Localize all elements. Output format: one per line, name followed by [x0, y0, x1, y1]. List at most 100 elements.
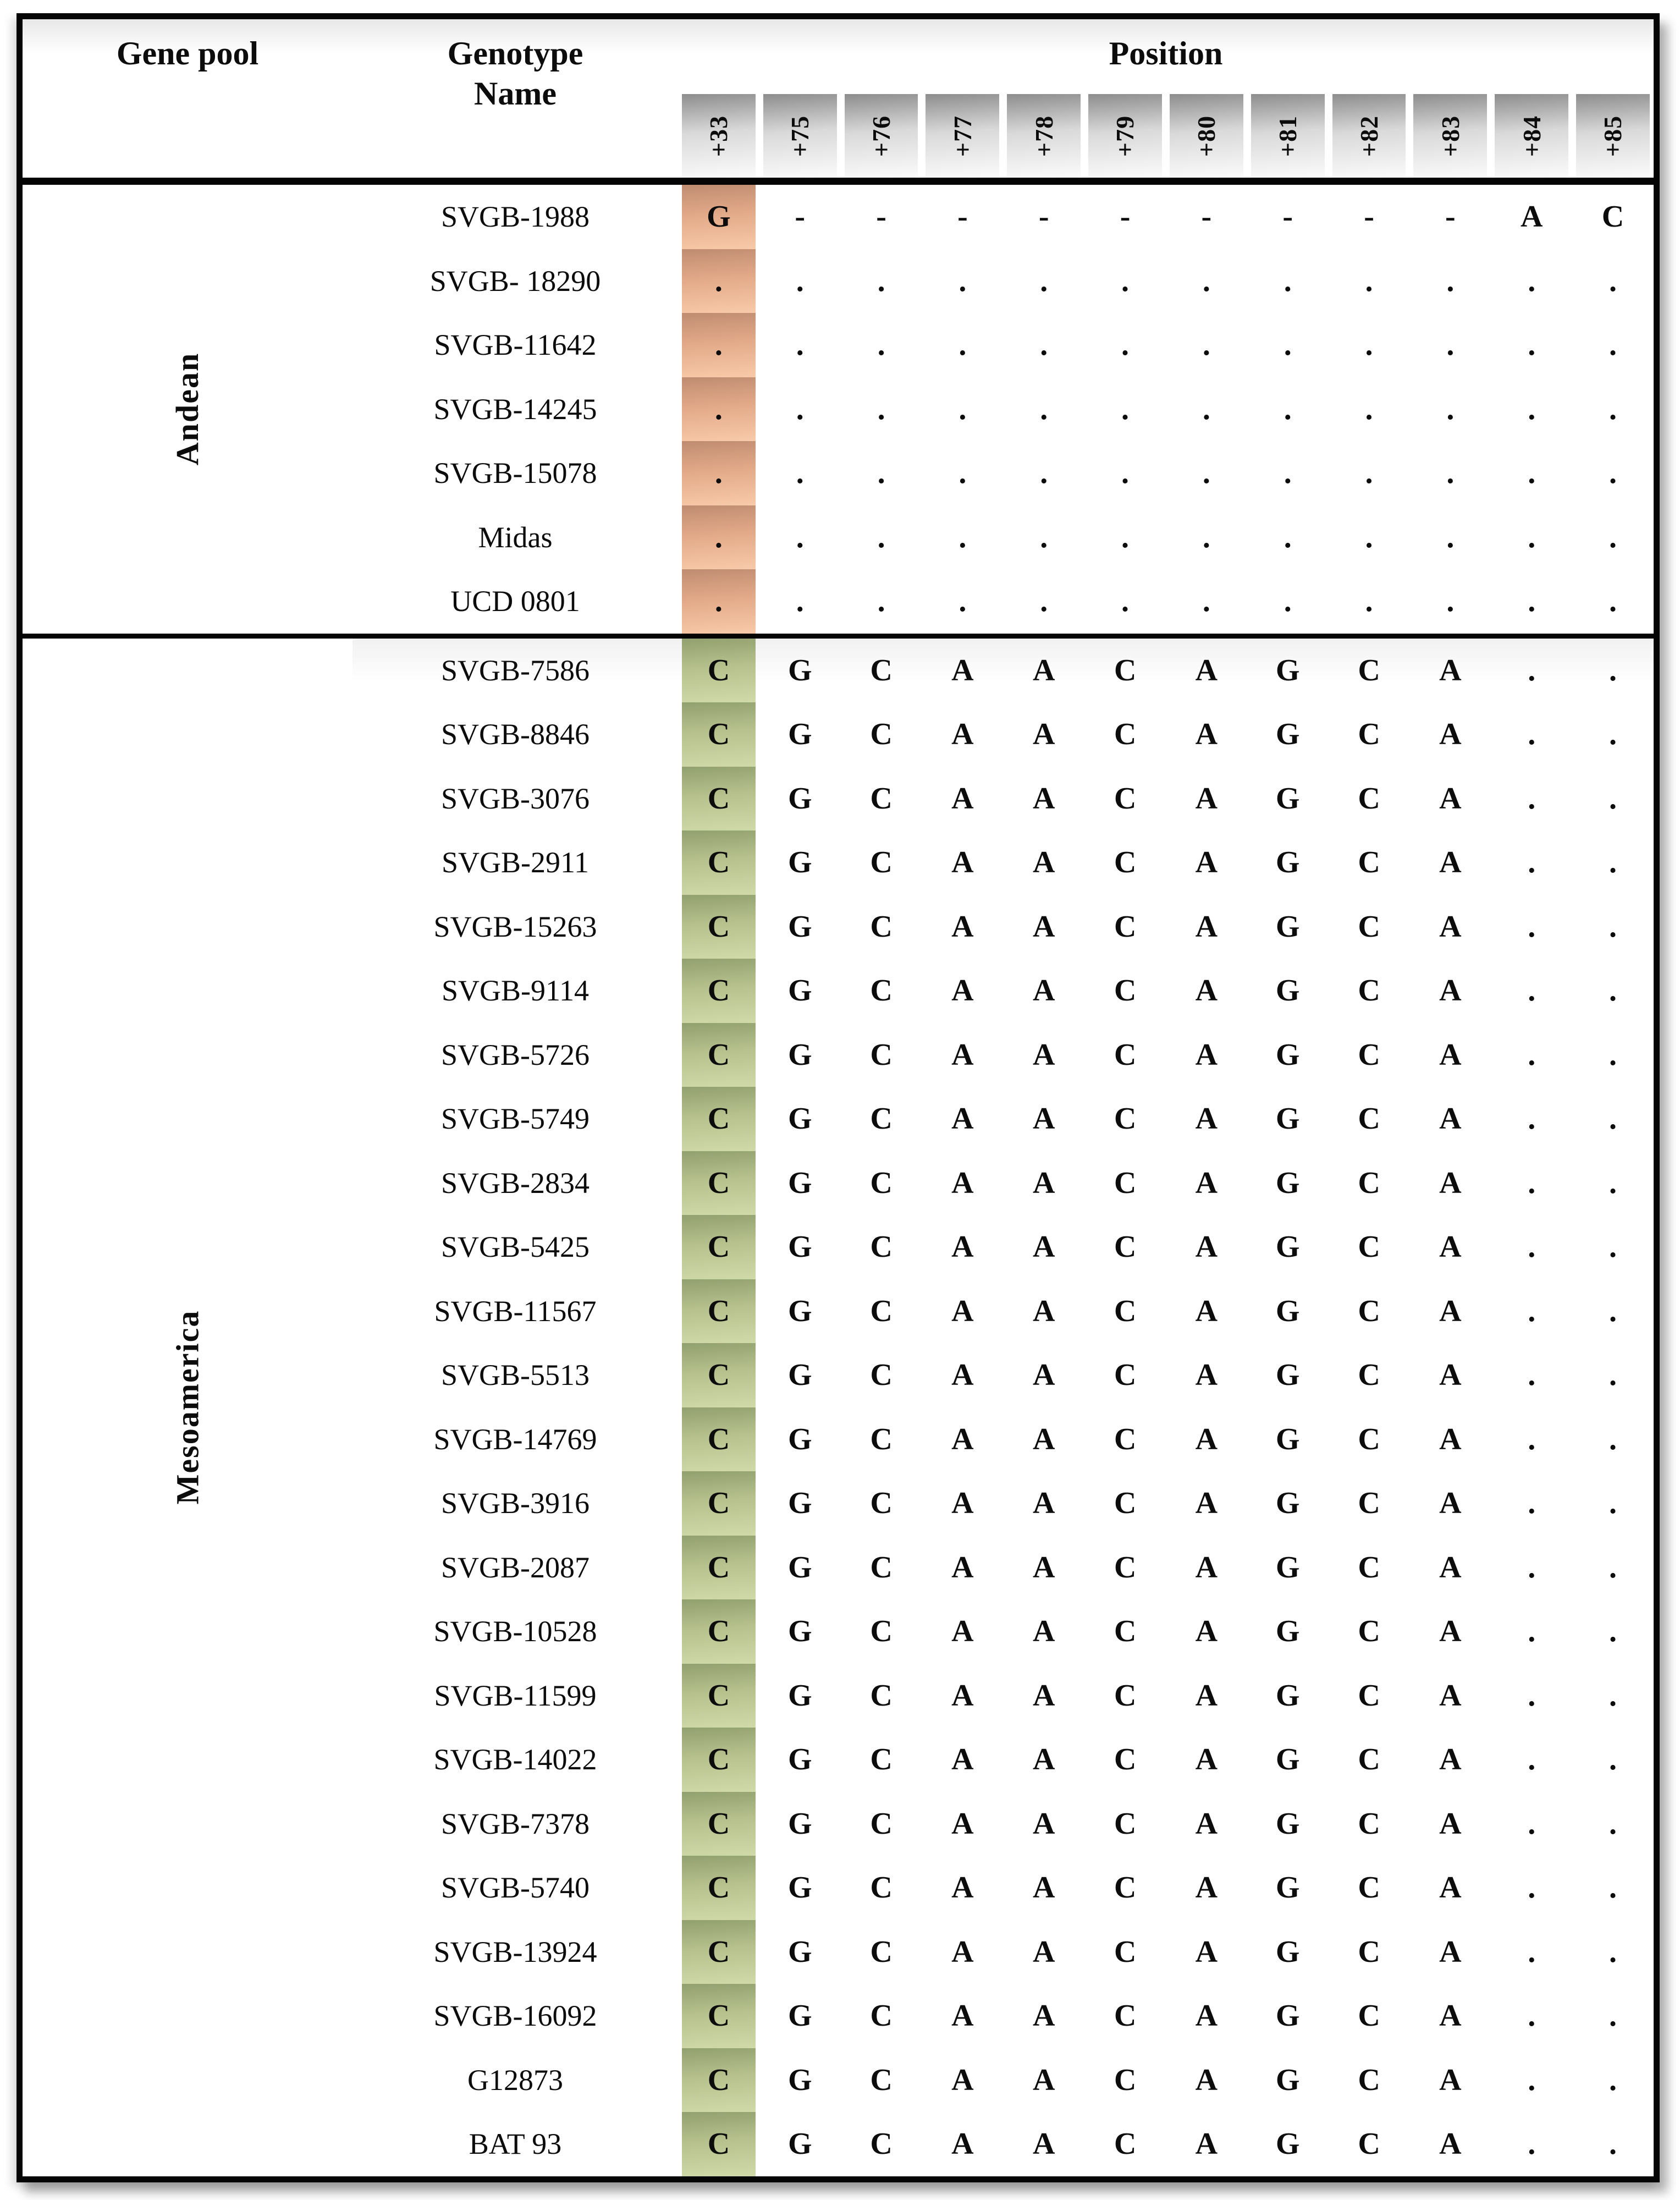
allele-text: - [1120, 200, 1131, 234]
allele-cell-plus75: G [759, 1407, 841, 1472]
allele-cell-plus83: A [1409, 1087, 1491, 1151]
allele-cell-plus80: A [1166, 1343, 1247, 1407]
allele-cell-plus84: . [1491, 1279, 1572, 1344]
allele-text: C [707, 2062, 730, 2097]
allele-cell-plus78: A [1003, 1215, 1084, 1279]
position-label-chip: +76 [844, 94, 918, 178]
allele-cell-plus78: . [1003, 313, 1084, 377]
allele-cell-plus82: C [1329, 1664, 1410, 1728]
table-row: Midas............ [352, 505, 1654, 570]
genotype-name-cell: SVGB-11599 [352, 1664, 678, 1728]
allele-text: G [1275, 653, 1300, 688]
genotype-name-cell: SVGB-9114 [352, 959, 678, 1023]
allele-text: C [1114, 1294, 1137, 1328]
genotype-name-cell: SVGB-1988 [352, 185, 678, 249]
allele-cell-plus79: C [1084, 1728, 1166, 1792]
allele-cell-plus82: C [1329, 1023, 1410, 1087]
allele-text: . [796, 584, 804, 619]
allele-text: G [787, 1806, 812, 1841]
allele-text: C [870, 1486, 893, 1521]
table-row: SVGB-3916 C G C A A C A G C A.. [352, 1471, 1654, 1536]
allele-cell-plus83: A [1409, 1664, 1491, 1728]
allele-text: A [1033, 1614, 1055, 1649]
allele-cell-plus78: A [1003, 1728, 1084, 1792]
allele-cell-plus83: . [1409, 569, 1491, 634]
allele-text: C [870, 1742, 893, 1777]
allele-text: C [1114, 1614, 1137, 1649]
allele-cell-plus84: . [1491, 2112, 1572, 2176]
allele-cell-plus77: A [922, 1920, 1003, 1984]
allele-cell-plus81: G [1247, 2048, 1329, 2113]
allele-highlight-chip [682, 1343, 756, 1407]
genotype-name-cell: SVGB-2911 [352, 831, 678, 895]
allele-text: . [1121, 584, 1130, 619]
allele-text: C [1358, 909, 1380, 944]
allele-cell-plus78: . [1003, 377, 1084, 442]
allele-cell-plus77: A [922, 1279, 1003, 1344]
header-divider-line [23, 178, 1654, 185]
allele-text: C [870, 845, 893, 880]
allele-cell-plus75: G [759, 1664, 841, 1728]
allele-text: A [1033, 1165, 1055, 1200]
allele-cell-plus76: C [841, 1792, 922, 1856]
allele-text: . [1202, 392, 1210, 426]
allele-cell-plus81: G [1247, 1087, 1329, 1151]
table-row: SVGB- 18290............ [352, 249, 1654, 314]
allele-text: A [951, 653, 974, 688]
allele-cell-plus78: A [1003, 1984, 1084, 2048]
allele-text: G [707, 200, 731, 234]
allele-text: . [1121, 263, 1130, 298]
allele-cell-plus80: . [1166, 249, 1247, 314]
allele-text: . [1446, 584, 1455, 619]
allele-highlight-chip [682, 1215, 756, 1279]
allele-text: A [1033, 1550, 1055, 1585]
allele-cell-plus84: . [1491, 505, 1572, 570]
allele-text: . [1365, 584, 1373, 619]
allele-text: . [1528, 781, 1536, 816]
allele-text: C [870, 1678, 893, 1713]
allele-text: A [1439, 1934, 1462, 1969]
position-label-cell-plus77: +77 [922, 94, 1003, 178]
genotype-name-cell: SVGB-3076 [352, 767, 678, 831]
allele-text: A [1439, 1165, 1462, 1200]
allele-text: C [707, 1999, 730, 2033]
allele-text: C [1114, 1742, 1137, 1777]
allele-text: A [1033, 1871, 1055, 1905]
genotype-name-cell: SVGB-7586 [352, 639, 678, 703]
allele-highlight-chip [682, 2112, 756, 2176]
allele-cell-plus75: G [759, 1984, 841, 2048]
allele-cell-plus79: C [1084, 831, 1166, 895]
allele-cell-plus79: C [1084, 1536, 1166, 1600]
allele-cell-plus80: - [1166, 185, 1247, 249]
allele-cell-plus77: . [922, 569, 1003, 634]
genotype-name-cell: G12873 [352, 2048, 678, 2113]
position-label-text: +75 [786, 115, 814, 157]
allele-cell-plus79: C [1084, 1151, 1166, 1216]
allele-text: A [1439, 717, 1462, 752]
allele-cell-plus76: C [841, 1471, 922, 1536]
allele-highlight-chip [682, 831, 756, 895]
allele-highlight-chip [682, 702, 756, 767]
allele-text: . [1609, 520, 1617, 554]
allele-text: A [951, 1358, 974, 1393]
allele-text: A [1033, 2062, 1055, 2097]
allele-cell-plus76: . [841, 441, 922, 505]
allele-cell-plus82: C [1329, 767, 1410, 831]
allele-text: A [1033, 1037, 1055, 1072]
allele-text: . [1040, 328, 1048, 362]
allele-text: C [707, 1806, 730, 1841]
allele-cell-plus78: A [1003, 895, 1084, 959]
genotype-name-cell: SVGB-14769 [352, 1407, 678, 1472]
allele-cell-plus83: A [1409, 1920, 1491, 1984]
allele-text: A [1033, 1999, 1055, 2033]
allele-cell-plus76: . [841, 313, 922, 377]
allele-text: C [870, 1358, 893, 1393]
position-label-chip: +83 [1413, 94, 1488, 178]
allele-cell-plus81: . [1247, 441, 1329, 505]
allele-cell-plus76: C [841, 1920, 922, 1984]
allele-text: . [714, 520, 723, 554]
allele-text: A [951, 1294, 974, 1328]
allele-highlight-chip [682, 505, 756, 569]
allele-text: A [951, 2062, 974, 2097]
position-label-cell-plus75: +75 [759, 94, 841, 178]
